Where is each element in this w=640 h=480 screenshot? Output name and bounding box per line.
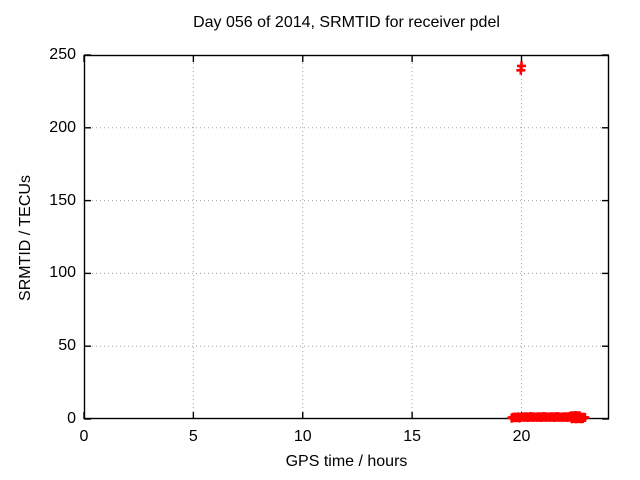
y-tick-label: 50 [58, 337, 76, 355]
y-tick-label: 150 [49, 191, 76, 209]
chart-title: Day 056 of 2014, SRMTID for receiver pde… [193, 14, 500, 31]
y-tick-label: 0 [67, 410, 76, 427]
plot-area [83, 54, 610, 424]
y-axis-label: SRMTID / TECUs [17, 175, 34, 301]
plot-border [83, 54, 610, 420]
y-tick-label: 200 [49, 118, 76, 136]
y-tick-label: 100 [49, 264, 76, 282]
x-tick-label: 15 [403, 428, 422, 445]
data-points-srmtid [507, 61, 590, 424]
x-axis-label: GPS time / hours [285, 453, 408, 470]
x-tick-label: 10 [293, 428, 312, 445]
plot-canvas [83, 54, 610, 424]
x-tick-label: 0 [79, 428, 89, 445]
x-tick-label: 5 [188, 428, 198, 445]
y-tick-label: 250 [49, 46, 76, 63]
x-tick-label: 20 [512, 428, 531, 445]
